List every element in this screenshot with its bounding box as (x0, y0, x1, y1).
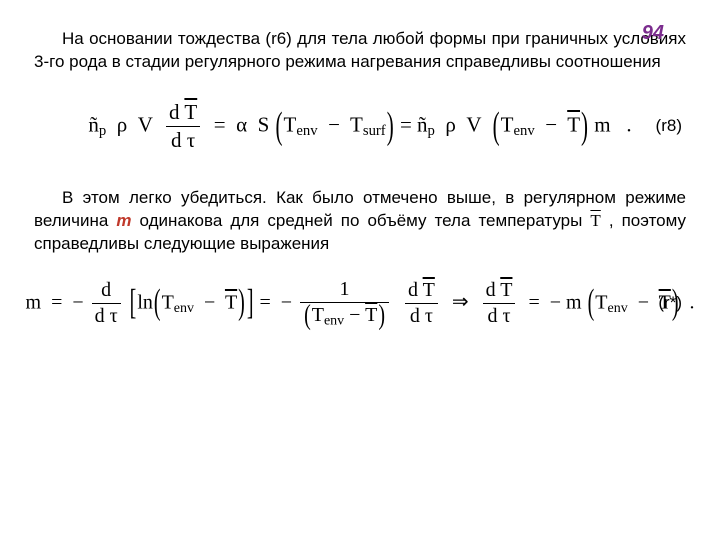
env-sub-2: env (514, 123, 535, 139)
sym-alpha: α (236, 112, 247, 136)
lparen-1: ( (276, 104, 283, 149)
sym-rho: ρ (117, 112, 127, 136)
minus-2: − (545, 112, 557, 136)
Tenv-5: T (595, 291, 607, 313)
dot-1: . (626, 112, 631, 136)
eq-sign-3: = (51, 291, 62, 313)
equation-r8-number: (r8) (656, 116, 682, 136)
frac-1-over: 1 (Tenv − T) (300, 278, 389, 330)
sym-m: m (594, 112, 610, 136)
sym-V: V (138, 112, 153, 136)
minus-6: − (349, 304, 360, 326)
frac-dT-dtau-2: d T d τ (405, 279, 438, 328)
num-d: d (92, 279, 121, 303)
Tenv-2: T (501, 112, 514, 136)
rbrack: ] (247, 283, 254, 324)
lbrack: [ (130, 283, 137, 324)
num-dT-3: d T (486, 279, 513, 301)
num-dTbar: d T (169, 100, 197, 124)
minus-8: − (638, 291, 649, 313)
sym-S: S (258, 112, 270, 136)
eq-sign-4: = (260, 291, 271, 313)
minus-3: − (72, 291, 83, 313)
Tenv-4: T (312, 304, 324, 326)
equation-r8: ñp ρ V d T d τ = α S (Tenv − Tsurf) = ñp… (88, 100, 631, 153)
ln: ln (137, 291, 153, 313)
num-dT-2: d T (408, 279, 435, 301)
sym-m2: m (26, 291, 42, 313)
Tbar-3: T (225, 291, 237, 313)
surf-sub: surf (363, 123, 386, 139)
den-paren: (Tenv − T) (300, 302, 389, 330)
eq-sign-1: = (214, 112, 226, 136)
den-dtau-3: d τ (405, 303, 438, 328)
env-sub-4: env (324, 313, 344, 328)
env-sub-5: env (607, 301, 627, 316)
sub-p-2: p (428, 123, 435, 139)
para2-m: m (116, 211, 131, 230)
env-sub-1: env (296, 123, 317, 139)
sym-nhat-2: ñ (417, 112, 428, 136)
para2-Tbar: T (590, 211, 600, 230)
den-dtau-4: d τ (483, 303, 516, 328)
lparen-2: ( (493, 104, 500, 149)
frac-dTbar-dtau: d T d τ (166, 100, 200, 153)
minus-1: − (328, 112, 340, 136)
rparen-2: ) (581, 104, 588, 149)
Tenv-3: T (162, 291, 174, 313)
minus-4: − (204, 291, 215, 313)
num-one: 1 (300, 278, 389, 302)
eq-sign-2: = (400, 112, 412, 136)
eq-sign-5: = (528, 291, 539, 313)
equation-rstar-row: m = − d d τ [ln(Tenv − T)] = − 1 (Tenv −… (34, 278, 686, 330)
env-sub-3: env (174, 301, 194, 316)
equation-rstar: m = − d d τ [ln(Tenv − T)] = − 1 (Tenv −… (26, 278, 695, 330)
sym-rho-2: ρ (445, 112, 455, 136)
Tsurf: T (350, 112, 363, 136)
sym-nhat: ñ (88, 112, 99, 136)
lparen-4: ( (588, 283, 595, 324)
Tbar-2: T (567, 112, 580, 136)
equation-rstar-number: (r*) (658, 293, 682, 313)
lparen-3: ( (154, 283, 161, 324)
Tbar-1: T (184, 100, 197, 124)
sym-V-2: V (466, 112, 481, 136)
para1-text: На основании тождества (r6) для тела люб… (34, 29, 686, 71)
sub-p: p (99, 123, 106, 139)
equation-r8-row: ñp ρ V d T d τ = α S (Tenv − Tsurf) = ñp… (34, 100, 686, 153)
frac-d-dtau: d d τ (92, 279, 121, 328)
Tbar-4: T (365, 304, 377, 326)
rparen-3: ) (238, 283, 245, 324)
minus-7: − (550, 291, 561, 313)
Tenv-1: T (284, 112, 297, 136)
dot-2: . (690, 291, 695, 313)
page-number: 94 (642, 22, 664, 45)
rparen-1: ) (387, 104, 394, 149)
paragraph-2: В этом легко убедиться. Как было отмечен… (34, 187, 686, 256)
den-dtau-2: d τ (92, 303, 121, 328)
sym-m3: m (566, 291, 582, 313)
frac-dT-dtau-3: d T d τ (483, 279, 516, 328)
paragraph-1: На основании тождества (r6) для тела люб… (34, 28, 686, 74)
para2-b: одинакова для средней по объёму тела тем… (132, 211, 591, 230)
den-dtau-1: d τ (166, 126, 200, 153)
minus-5: − (281, 291, 292, 313)
arrow-icon: ⇒ (452, 291, 469, 313)
